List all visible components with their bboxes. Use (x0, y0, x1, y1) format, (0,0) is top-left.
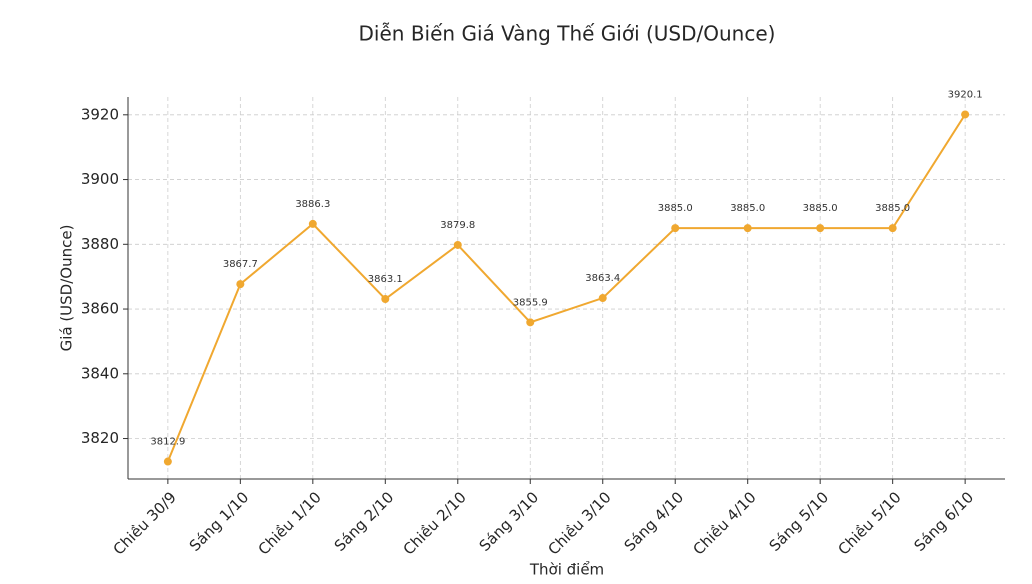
x-tick-label: Sáng 1/10 (186, 488, 253, 555)
point (453, 240, 462, 249)
x-tick-label: Chiều 2/10 (400, 488, 470, 558)
x-tick-label: Sáng 2/10 (331, 488, 398, 555)
point (381, 295, 390, 304)
y-tick-label: 3820 (81, 429, 119, 447)
value-label: 3886.3 (295, 199, 330, 210)
x-tick-label: Sáng 6/10 (911, 488, 978, 555)
x-tick-label: Sáng 3/10 (476, 488, 543, 555)
value-label: 3879.8 (440, 220, 475, 231)
x-tick-label: Chiều 1/10 (255, 488, 325, 558)
x-axis-label: Thời điểm (529, 561, 604, 579)
value-label: 3885.0 (658, 203, 693, 214)
y-tick-label: 3840 (81, 364, 119, 382)
value-label: 3885.0 (803, 203, 838, 214)
point (816, 224, 825, 233)
y-tick-label: 3860 (81, 300, 119, 318)
point (526, 318, 535, 327)
x-tick-label: Sáng 5/10 (766, 488, 833, 555)
value-label: 3867.7 (223, 259, 258, 270)
chart-title: Diễn Biến Giá Vàng Thế Giới (USD/Ounce) (359, 22, 776, 46)
line (166, 113, 966, 462)
x-tick-label: Chiều 4/10 (689, 488, 759, 558)
point (308, 219, 317, 228)
x-tick-label: Chiều 3/10 (545, 488, 615, 558)
x-tick-label: Chiều 5/10 (834, 488, 904, 558)
y-tick-label: 3900 (81, 170, 119, 188)
point (236, 280, 245, 289)
point (888, 224, 897, 233)
point (743, 224, 752, 233)
value-label: 3885.0 (730, 203, 765, 214)
point (961, 110, 970, 119)
value-label: 3920.1 (948, 89, 983, 100)
point (163, 457, 172, 466)
value-label: 3863.4 (585, 273, 620, 284)
x-tick-label: Chiều 30/9 (110, 488, 180, 558)
point (598, 294, 607, 303)
value-label: 3855.9 (513, 297, 548, 308)
x-tick-label: Sáng 4/10 (621, 488, 688, 555)
y-tick-label: 3920 (81, 105, 119, 123)
y-axis-label: Giá (USD/Ounce) (58, 225, 76, 352)
value-label: 3863.1 (368, 274, 403, 285)
y-tick-label: 3880 (81, 235, 119, 253)
value-label: 3812.9 (150, 437, 185, 448)
value-label: 3885.0 (875, 203, 910, 214)
point (671, 224, 680, 233)
